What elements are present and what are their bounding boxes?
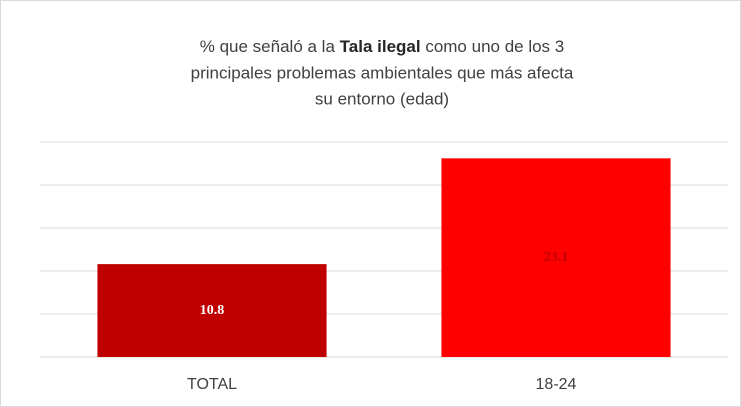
chart-title-line: su entorno (edad): [315, 89, 449, 108]
data-label: 10.8: [200, 303, 225, 318]
bar: [441, 158, 671, 357]
title-part: como uno de los 3: [421, 37, 565, 56]
title-emphasis: Tala ilegal: [340, 37, 421, 56]
chart-title-line: % que señaló a la Tala ilegal como uno d…: [200, 37, 565, 56]
x-tick-label: TOTAL: [187, 376, 237, 393]
bar: [97, 264, 327, 357]
chart-title-line: principales problemas ambientales que má…: [191, 63, 574, 82]
title-part: % que señaló a la: [200, 37, 340, 56]
data-label: 23.1: [544, 250, 569, 265]
x-tick-label: 18-24: [536, 376, 577, 393]
